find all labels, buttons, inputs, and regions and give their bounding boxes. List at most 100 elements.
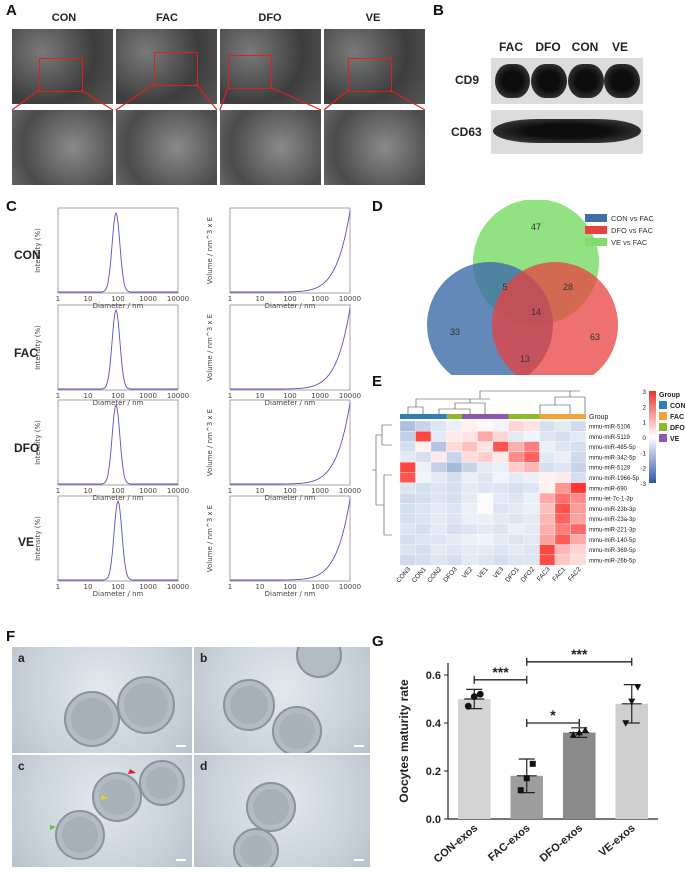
heatmap-cell — [399, 420, 416, 432]
em-label-fac: FAC — [156, 12, 178, 24]
nta-x-tick: 100 — [111, 487, 124, 495]
blot-row-cd63: CD63 — [451, 125, 482, 139]
nta-x-tick: 10000 — [339, 392, 361, 400]
heatmap-cell — [477, 420, 494, 432]
heatmap-row-label: mmu-miR-23a-3p — [589, 517, 636, 523]
heatmap-row-label: mmu-miR-485-5p — [589, 445, 636, 451]
em-image-dfo-overview — [220, 29, 321, 104]
nta-plot-frame — [57, 304, 179, 391]
group-annotation-cell — [508, 414, 524, 419]
heatmap-cell — [415, 441, 432, 453]
micrograph-d: d — [194, 755, 370, 867]
heatmap-cell — [554, 441, 571, 453]
heatmap-cell — [461, 544, 478, 556]
heatmap-cell — [492, 513, 509, 525]
heatmap-cell — [477, 554, 494, 566]
heatmap-row-label: mmu-miR-369-5p — [589, 548, 636, 554]
nta-x-label: Diameter / nm — [265, 399, 316, 407]
heatmap-cell — [399, 523, 416, 535]
heatmap-row-label: mmu-miR-5106 — [589, 425, 631, 431]
heatmap-cell — [523, 554, 540, 566]
nta-x-tick: 1 — [56, 583, 60, 591]
heatmap-cell — [399, 482, 416, 494]
y-tick-label: 0.2 — [426, 766, 441, 778]
nta-plot-frame — [57, 495, 179, 582]
nta-curve — [230, 210, 351, 293]
nta-y-label: Volume / nm^3 x E — [206, 505, 214, 572]
heatmap-column-dendrogram — [372, 390, 586, 536]
micrograph-b: b — [194, 647, 370, 753]
zoom-box-ve — [348, 58, 392, 92]
nta-x-tick: 1000 — [139, 487, 157, 495]
significance-label: * — [550, 707, 556, 723]
heatmap-cell — [399, 554, 416, 566]
micrograph-label-c: c — [18, 759, 25, 773]
heatmap-cell — [570, 472, 587, 483]
venn-circle-dfo — [492, 262, 618, 375]
scale-bar — [354, 859, 364, 861]
nta-x-tick: 10000 — [167, 392, 189, 400]
venn-legend-dfo: DFO vs FAC — [611, 226, 654, 235]
scale-bar — [354, 745, 364, 747]
nta-x-tick: 10000 — [339, 295, 361, 303]
group-annotation-cell — [415, 414, 431, 419]
heatmap-cell — [508, 534, 525, 545]
heatmap-row-label: mmu-miR-5119 — [589, 435, 631, 441]
blot-strip-cd9 — [491, 58, 643, 104]
heatmap-row-label: mmu-miR-221-3p — [589, 528, 636, 534]
nta-x-tick: 100 — [111, 583, 124, 591]
zoom-box-fac — [154, 52, 198, 86]
heatmap-cell — [461, 554, 478, 566]
heatmap-cell — [570, 544, 587, 556]
heatmap-cell — [570, 554, 587, 566]
micrograph-label-d: d — [200, 759, 208, 773]
data-point — [581, 726, 589, 733]
heatmap-cell — [477, 451, 494, 463]
heatmap-legend-swatch — [659, 423, 667, 431]
heatmap-cell — [415, 482, 432, 494]
heatmap-cell — [461, 523, 478, 535]
nta-x-label: Diameter / nm — [93, 494, 144, 502]
nta-x-tick: 10 — [256, 583, 265, 591]
nta-x-tick: 10000 — [167, 295, 189, 303]
nta-y-label: Volume / nm^3 x E — [206, 409, 214, 476]
zoom-box-dfo — [228, 55, 272, 89]
heatmap-cell — [508, 554, 525, 566]
heatmap-cell — [539, 492, 556, 504]
nta-x-label: Diameter / nm — [265, 494, 316, 502]
group-annotation-cell — [431, 414, 447, 419]
heatmap-col-label: CON3 — [395, 566, 412, 585]
heatmap-cell — [523, 482, 540, 494]
heatmap-cell — [461, 503, 478, 514]
heatmap-cell — [399, 441, 416, 453]
band-cd9-fac — [495, 64, 530, 98]
heatmap-legend-title: Group — [659, 392, 680, 399]
venn-legend-ve: VE vs FAC — [611, 238, 648, 247]
nta-x-tick: 10 — [84, 392, 93, 400]
heatmap: Group mmu-miR-5106 mmu-miR-5119 mmu-miR-485… — [372, 389, 685, 585]
heatmap-cell — [461, 482, 478, 494]
data-point — [569, 731, 577, 738]
group-annotation-cell — [493, 414, 509, 419]
heatmap-cell — [508, 462, 525, 473]
heatmap-col-label: VE3 — [492, 566, 506, 580]
heatmap-cell — [539, 451, 556, 463]
nta-plots: 1 10 100 1000 10000 Diameter / nm Intensity (%… — [34, 207, 361, 598]
heatmap-cell — [554, 513, 571, 525]
heatmap-cell — [508, 482, 525, 494]
heatmap-cell — [446, 523, 463, 535]
heatmap-cell — [508, 503, 525, 514]
nta-x-tick: 1 — [56, 392, 60, 400]
nta-x-tick: 10 — [256, 392, 265, 400]
blot-lane-con: CON — [571, 40, 599, 54]
heatmap-cell — [430, 544, 447, 556]
heatmap-scale-tick: -2 — [640, 466, 646, 473]
heatmap-cell — [477, 492, 494, 504]
heatmap-cell — [554, 462, 571, 473]
venn-count-con-only: 33 — [450, 327, 460, 337]
heatmap-cell — [430, 513, 447, 525]
heatmap-cell — [539, 482, 556, 494]
heatmap-cell — [492, 534, 509, 545]
nta-plot-intensity-fac: 1 10 100 1000 10000 Diameter / nm Intensity (%… — [34, 304, 189, 407]
heatmap-cell — [570, 451, 587, 463]
